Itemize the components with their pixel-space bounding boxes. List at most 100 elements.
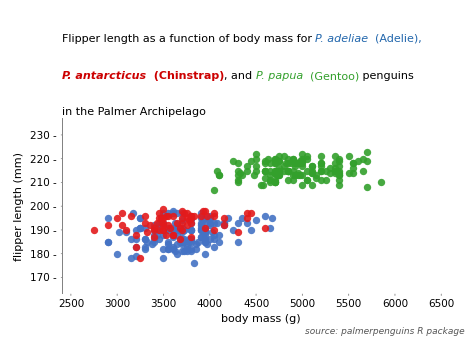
Point	[141, 225, 149, 230]
Point	[247, 158, 255, 164]
Point	[169, 232, 176, 237]
Point	[197, 213, 204, 218]
Point	[153, 232, 160, 237]
Point	[336, 173, 343, 178]
Point	[197, 222, 204, 228]
Point	[150, 222, 158, 228]
Point	[271, 156, 278, 161]
Point	[299, 156, 306, 161]
Point	[349, 170, 357, 176]
Point	[220, 222, 228, 228]
Point	[294, 161, 301, 166]
Point	[169, 232, 176, 237]
Point	[213, 168, 220, 173]
Point	[160, 256, 167, 261]
Point	[178, 239, 186, 244]
Point	[303, 156, 311, 161]
Point	[178, 225, 186, 230]
Point	[299, 173, 306, 178]
Point	[190, 261, 197, 266]
Point	[183, 215, 191, 221]
Point	[171, 227, 179, 233]
Point	[234, 180, 241, 185]
Point	[148, 241, 155, 247]
Point	[243, 215, 251, 221]
Text: source: palmerpenguins R package: source: palmerpenguins R package	[305, 327, 465, 336]
Point	[252, 156, 260, 161]
Point	[178, 249, 186, 254]
Point	[137, 225, 144, 230]
Point	[160, 215, 167, 221]
Point	[104, 239, 112, 244]
Point	[141, 213, 149, 218]
Point	[160, 232, 167, 237]
Point	[141, 237, 149, 242]
Point	[173, 227, 181, 233]
Point	[160, 211, 167, 216]
Point	[273, 170, 281, 176]
Point	[178, 211, 186, 216]
Point	[289, 156, 297, 161]
Point	[187, 215, 195, 221]
Point	[280, 168, 288, 173]
Point	[266, 225, 274, 230]
Point	[187, 215, 195, 221]
Point	[312, 175, 320, 180]
Point	[183, 246, 191, 251]
Point	[169, 227, 176, 233]
Point	[132, 254, 139, 259]
Point	[271, 161, 278, 166]
Point	[201, 227, 209, 233]
Point	[128, 213, 135, 218]
Point	[201, 215, 209, 221]
Point	[271, 161, 278, 166]
Point	[164, 246, 172, 251]
Point	[150, 239, 158, 244]
Point	[204, 220, 211, 225]
Text: (Chinstrap): (Chinstrap)	[146, 71, 224, 81]
Point	[178, 220, 186, 225]
Point	[308, 168, 315, 173]
Point	[308, 182, 315, 188]
Point	[252, 168, 260, 173]
Point	[243, 220, 251, 225]
Point	[150, 234, 158, 240]
Point	[123, 230, 130, 235]
Point	[169, 211, 176, 216]
Point	[322, 168, 329, 173]
Point	[336, 163, 343, 169]
Text: P. papua: P. papua	[256, 71, 303, 81]
Point	[234, 177, 241, 183]
Point	[229, 158, 237, 164]
Point	[116, 230, 123, 235]
Point	[192, 246, 200, 251]
Point	[173, 225, 181, 230]
Point	[296, 173, 304, 178]
Text: (Gentoo): (Gentoo)	[303, 71, 359, 81]
Text: Flipper length as a function of body mass for: Flipper length as a function of body mas…	[62, 34, 315, 44]
Point	[243, 168, 251, 173]
Point	[234, 230, 241, 235]
Point	[299, 163, 306, 169]
Point	[336, 156, 343, 161]
Point	[160, 220, 167, 225]
Point	[349, 161, 357, 166]
Point	[336, 170, 343, 176]
Point	[197, 234, 204, 240]
Point	[160, 227, 167, 233]
Point	[164, 246, 172, 251]
Point	[187, 220, 195, 225]
Point	[187, 237, 195, 242]
Point	[169, 234, 176, 240]
Point	[299, 161, 306, 166]
Point	[155, 215, 163, 221]
Point	[132, 237, 139, 242]
Point	[215, 239, 223, 244]
Point	[292, 163, 299, 169]
Point	[250, 173, 257, 178]
Point	[252, 163, 260, 169]
Point	[317, 168, 325, 173]
Point	[317, 168, 325, 173]
Point	[220, 220, 228, 225]
Point	[164, 213, 172, 218]
